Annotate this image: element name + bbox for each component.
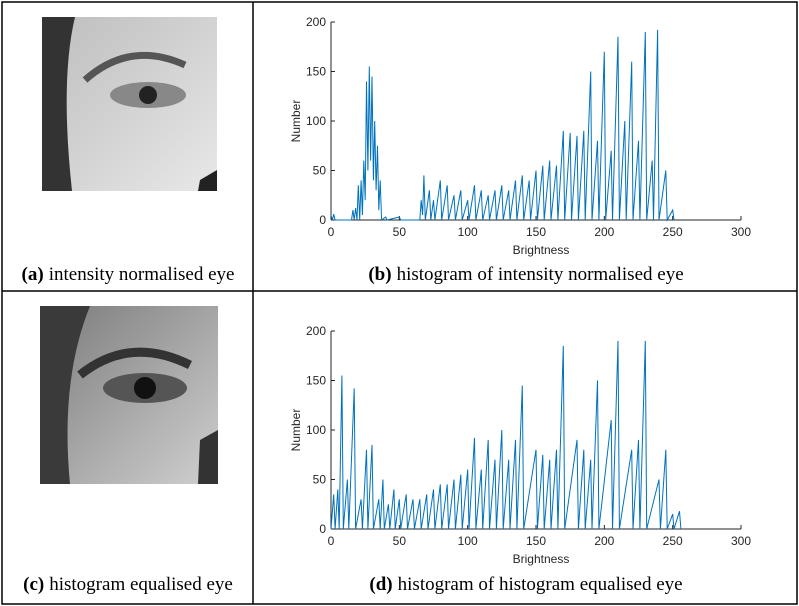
- x-tick-label: 100: [458, 534, 478, 548]
- x-tick-label: 250: [663, 225, 683, 239]
- caption-label: (c): [23, 574, 44, 595]
- caption: (c) histogram equalised eye: [23, 574, 233, 595]
- caption-text: histogram of histogram equalised eye: [398, 574, 683, 595]
- x-axis-label: Brightness: [513, 552, 570, 566]
- histogram-line: [330, 340, 682, 530]
- caption-label: (b): [368, 264, 391, 285]
- y-tick-label: 50: [313, 164, 327, 178]
- y-tick-label: 100: [306, 114, 326, 128]
- caption-text: histogram of intensity normalised eye: [397, 264, 684, 285]
- y-tick-label: 150: [306, 374, 326, 388]
- caption-label: (d): [369, 574, 392, 595]
- y-tick-label: 150: [306, 65, 326, 79]
- x-tick-label: 200: [594, 225, 614, 239]
- x-tick-label: 300: [731, 534, 751, 548]
- y-tick-label: 200: [306, 15, 326, 29]
- eye-image-c: [40, 306, 218, 484]
- caption-text: histogram equalised eye: [49, 574, 233, 595]
- x-tick-label: 150: [526, 534, 546, 548]
- y-tick-label: 50: [313, 473, 327, 487]
- histogram-line: [330, 29, 675, 222]
- x-tick-label: 150: [526, 225, 546, 239]
- x-tick-label: 250: [663, 534, 683, 548]
- y-tick-label: 0: [319, 522, 326, 536]
- x-tick-label: 100: [458, 225, 478, 239]
- y-tick-label: 0: [319, 213, 326, 227]
- caption: (a) intensity normalised eye: [22, 264, 235, 285]
- x-tick-label: 0: [328, 225, 335, 239]
- x-axis-label: Brightness: [513, 243, 570, 257]
- y-axis-label: Number: [289, 409, 303, 452]
- x-tick-label: 50: [393, 534, 407, 548]
- caption: (d) histogram of histogram equalised eye: [369, 574, 682, 595]
- x-tick-label: 300: [731, 225, 751, 239]
- y-axis-label: Number: [289, 100, 303, 143]
- x-tick-label: 200: [594, 534, 614, 548]
- x-tick-label: 50: [393, 225, 407, 239]
- caption-text: intensity normalised eye: [49, 264, 235, 285]
- caption: (b) histogram of intensity normalised eye: [368, 264, 683, 285]
- y-tick-label: 100: [306, 423, 326, 437]
- y-tick-label: 200: [306, 324, 326, 338]
- caption-label: (a): [22, 264, 44, 285]
- eye-image-a: [42, 17, 217, 191]
- x-tick-label: 0: [328, 534, 335, 548]
